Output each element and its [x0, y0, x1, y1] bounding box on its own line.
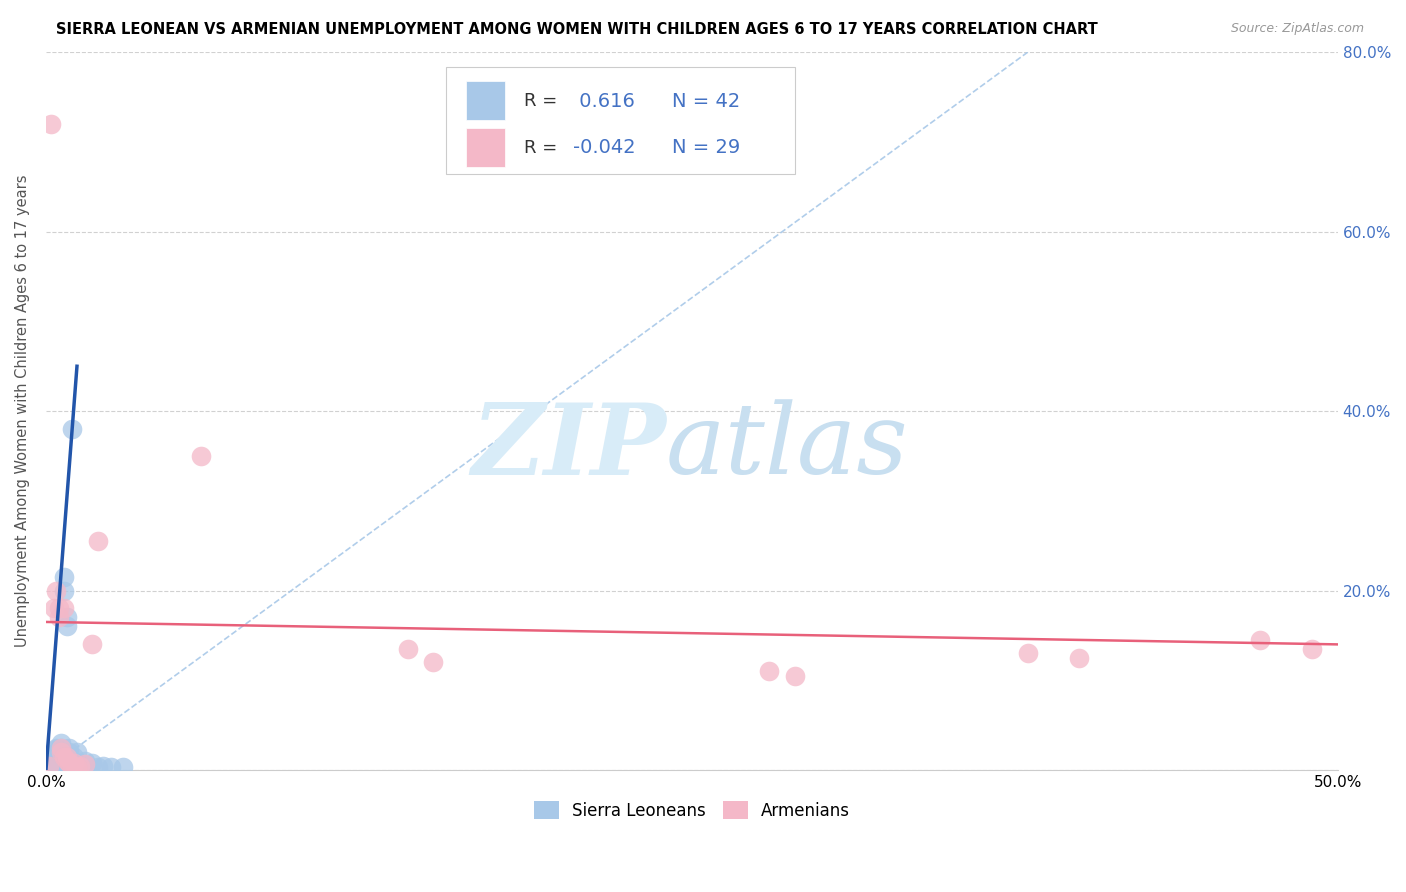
Point — [48, 760, 70, 774]
Legend: Sierra Leoneans, Armenians: Sierra Leoneans, Armenians — [527, 795, 856, 826]
Point — [758, 665, 780, 679]
Point — [42, 747, 65, 761]
Point — [58, 760, 80, 774]
Point — [53, 583, 76, 598]
Point — [48, 610, 70, 624]
Point — [60, 422, 83, 436]
Point — [60, 758, 83, 772]
Point — [55, 610, 77, 624]
Point — [48, 745, 70, 759]
Text: -0.042: -0.042 — [574, 138, 636, 157]
Point — [48, 756, 70, 770]
Point — [45, 740, 67, 755]
Point — [58, 745, 80, 759]
Point — [39, 117, 62, 131]
Point — [112, 760, 135, 774]
Point — [69, 758, 91, 772]
Bar — [465, 81, 505, 120]
Point — [45, 583, 67, 598]
Point — [55, 619, 77, 633]
Text: ZIP: ZIP — [471, 399, 666, 495]
Point — [51, 740, 73, 755]
Text: SIERRA LEONEAN VS ARMENIAN UNEMPLOYMENT AMONG WOMEN WITH CHILDREN AGES 6 TO 17 Y: SIERRA LEONEAN VS ARMENIAN UNEMPLOYMENT … — [56, 22, 1098, 37]
Point — [82, 637, 104, 651]
Point — [53, 601, 76, 615]
Text: 0.616: 0.616 — [574, 92, 636, 111]
Point — [42, 756, 65, 770]
Bar — [465, 128, 505, 167]
Point — [55, 749, 77, 764]
Point — [91, 758, 114, 772]
Point — [73, 754, 96, 768]
Point — [51, 759, 73, 773]
Point — [82, 756, 104, 770]
Point — [422, 656, 444, 670]
Point — [1069, 650, 1091, 665]
Point — [53, 749, 76, 764]
Point — [66, 756, 89, 770]
Point — [1249, 632, 1271, 647]
Point — [55, 758, 77, 772]
Text: Source: ZipAtlas.com: Source: ZipAtlas.com — [1230, 22, 1364, 36]
Y-axis label: Unemployment Among Women with Children Ages 6 to 17 years: Unemployment Among Women with Children A… — [15, 175, 30, 648]
Text: atlas: atlas — [666, 400, 908, 495]
Point — [39, 749, 62, 764]
Text: N = 29: N = 29 — [672, 138, 741, 157]
Point — [45, 745, 67, 759]
Point — [63, 758, 86, 772]
Point — [1017, 646, 1039, 660]
Point — [55, 754, 77, 768]
Point — [63, 749, 86, 764]
Point — [63, 756, 86, 770]
Point — [45, 752, 67, 766]
Point — [48, 601, 70, 615]
Point — [51, 745, 73, 759]
Point — [66, 745, 89, 759]
Point — [86, 534, 108, 549]
Point — [51, 740, 73, 755]
Text: R =: R = — [524, 92, 562, 110]
Point — [1301, 641, 1323, 656]
Point — [60, 754, 83, 768]
Text: N = 42: N = 42 — [672, 92, 741, 111]
Point — [53, 760, 76, 774]
Point — [73, 756, 96, 771]
Point — [51, 747, 73, 761]
Point — [58, 740, 80, 755]
Point — [785, 669, 807, 683]
Point — [38, 758, 60, 772]
Point — [58, 756, 80, 770]
Point — [38, 761, 60, 775]
Point — [48, 749, 70, 764]
Point — [39, 754, 62, 768]
FancyBboxPatch shape — [446, 67, 796, 174]
Point — [66, 760, 89, 774]
Point — [45, 758, 67, 772]
Point — [53, 570, 76, 584]
Point — [86, 760, 108, 774]
Point — [100, 760, 122, 774]
Point — [51, 736, 73, 750]
Text: R =: R = — [524, 138, 562, 157]
Point — [190, 449, 212, 463]
Point — [39, 758, 62, 772]
Point — [42, 743, 65, 757]
Point — [396, 641, 419, 656]
Point — [53, 749, 76, 764]
Point — [42, 760, 65, 774]
Point — [42, 601, 65, 615]
